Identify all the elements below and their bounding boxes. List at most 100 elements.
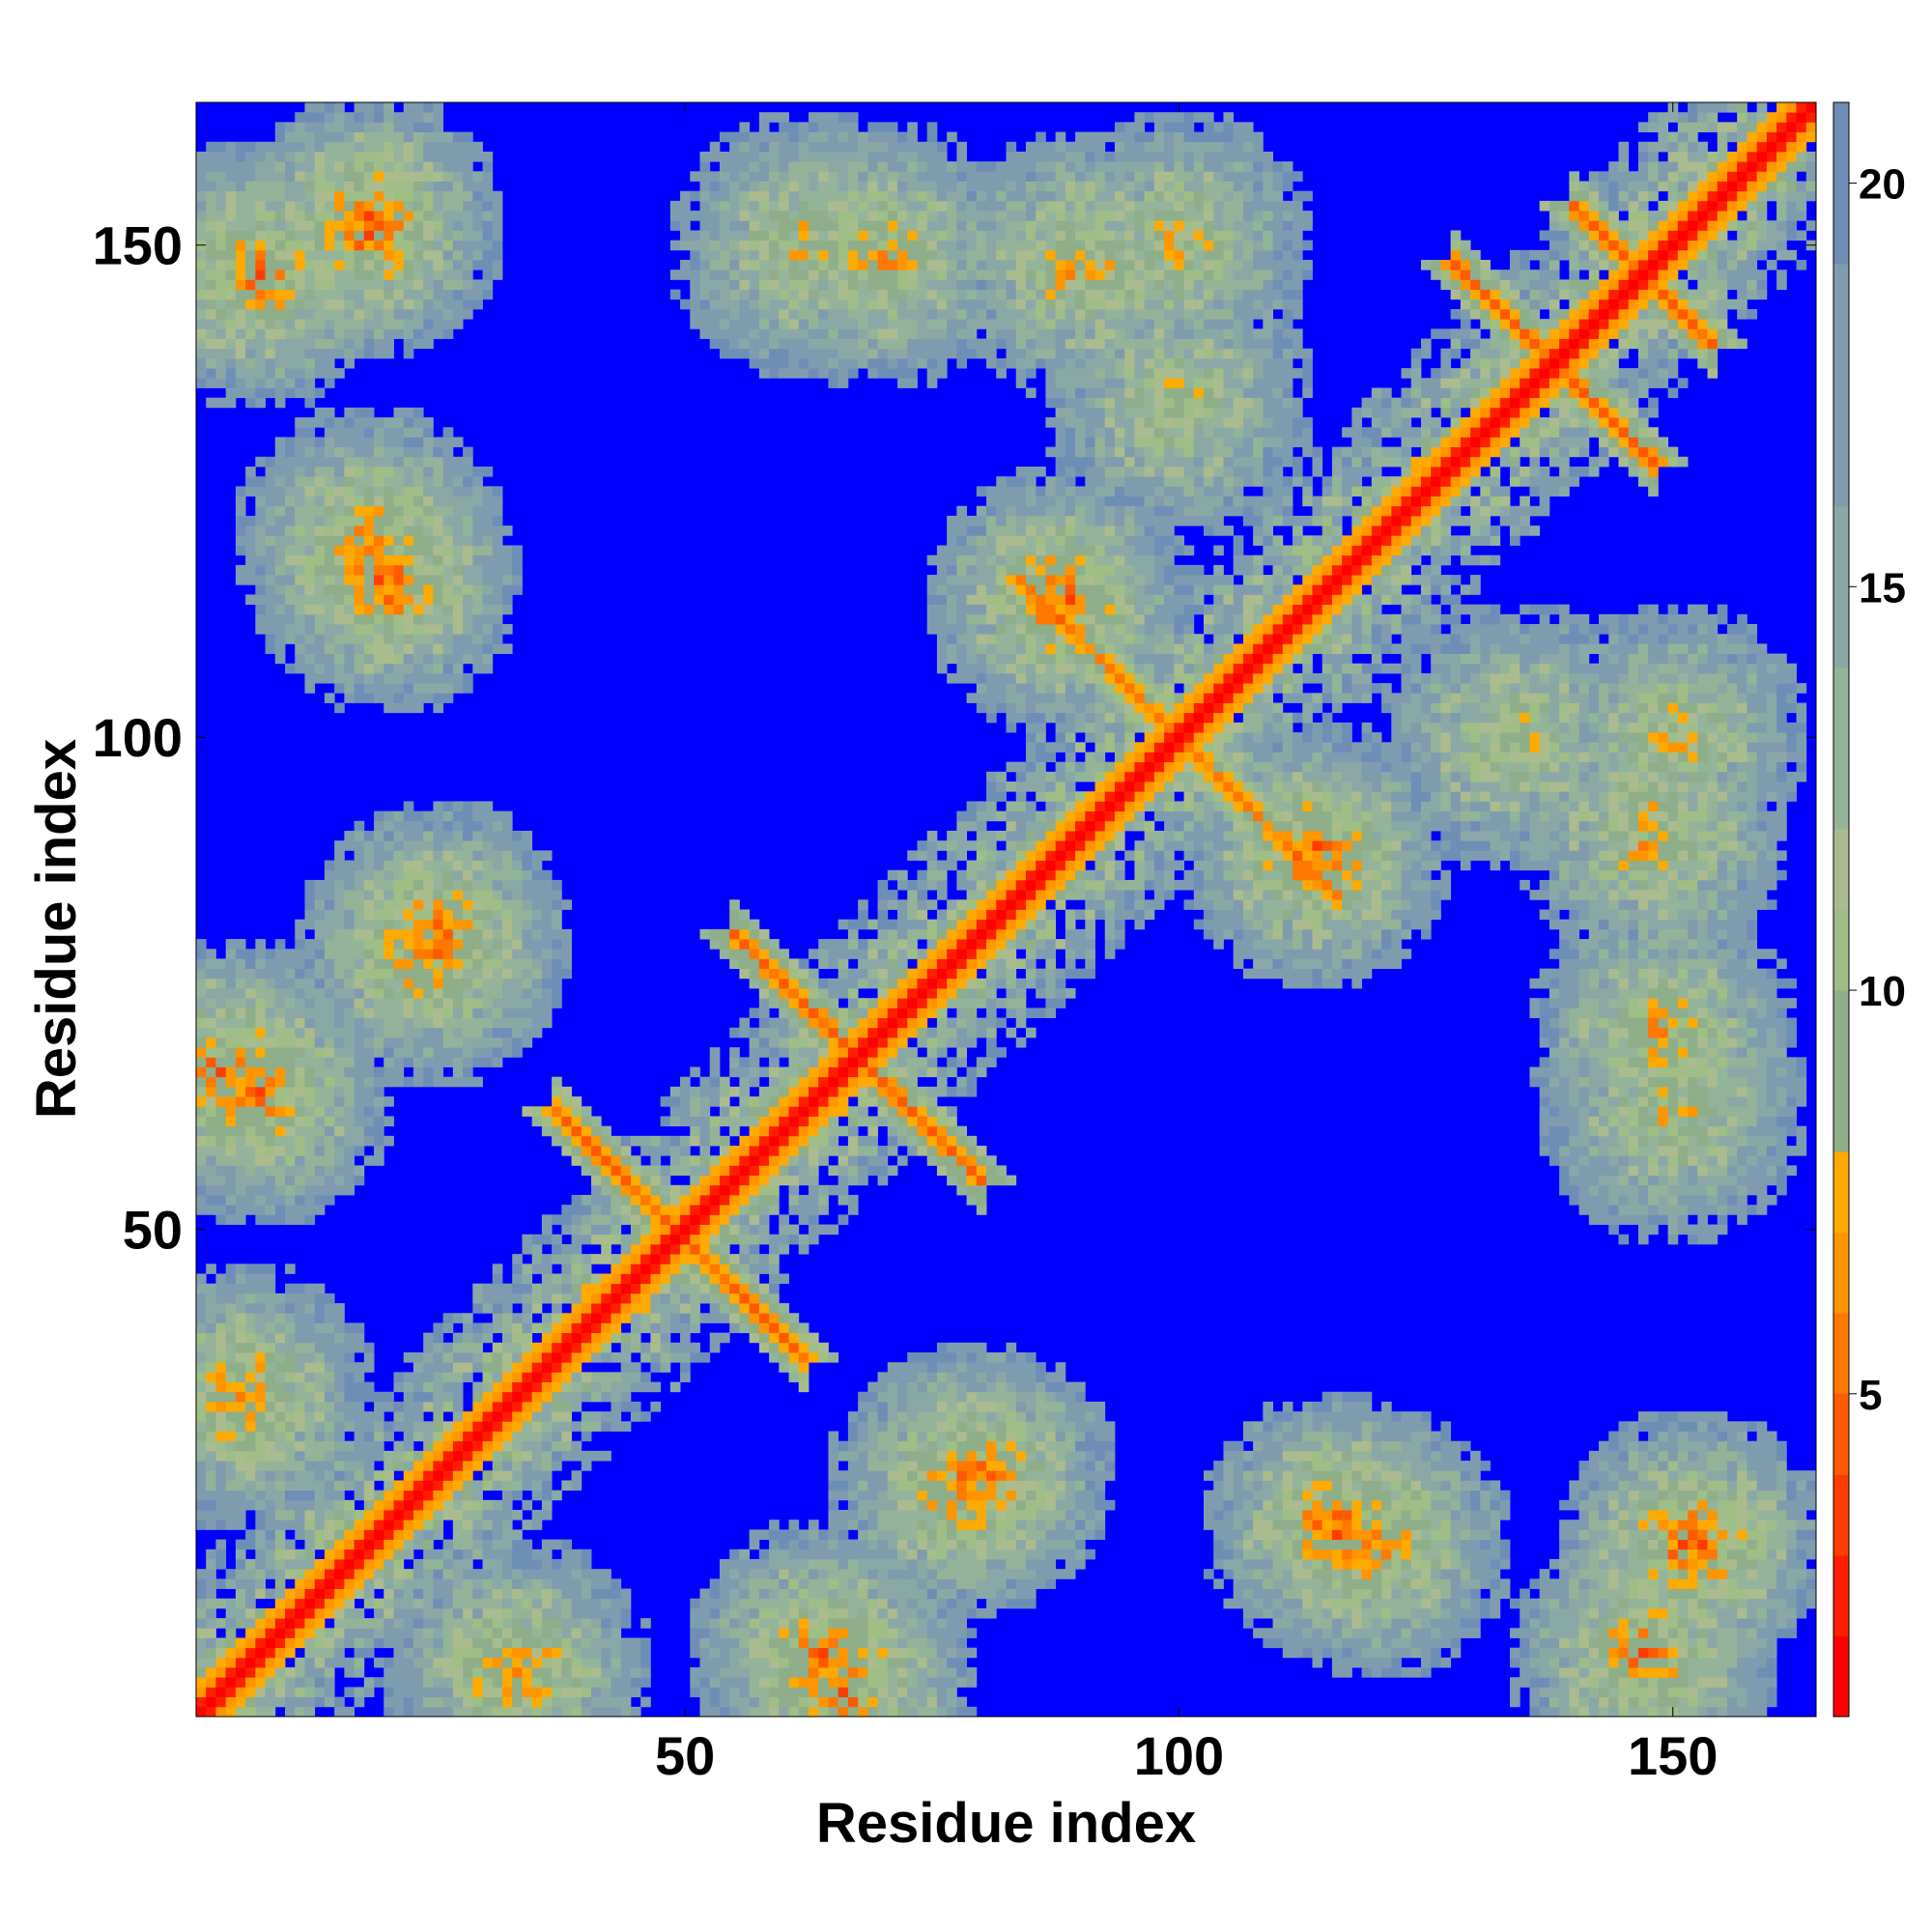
- heatmap-cell: [304, 663, 316, 674]
- heatmap-cell: [206, 200, 216, 212]
- heatmap-cell: [245, 190, 256, 202]
- heatmap-cell: [304, 1352, 316, 1363]
- heatmap-cell: [739, 1322, 751, 1334]
- heatmap-cell: [314, 1372, 326, 1382]
- heatmap-cell: [344, 1362, 355, 1373]
- heatmap-cell: [403, 978, 414, 989]
- heatmap-cell: [295, 968, 305, 980]
- heatmap-cell: [374, 958, 384, 970]
- heatmap-cell: [472, 1421, 483, 1432]
- heatmap-cell: [384, 575, 394, 585]
- heatmap-cell: [255, 1155, 266, 1166]
- heatmap-cell: [324, 1076, 335, 1088]
- heatmap-cell: [690, 1303, 700, 1314]
- heatmap-cell: [552, 1618, 562, 1629]
- heatmap-cell: [699, 1214, 711, 1225]
- heatmap-cell: [374, 1539, 384, 1550]
- heatmap-cell: [354, 564, 365, 576]
- heatmap-cell: [363, 594, 375, 606]
- heatmap-cell: [363, 456, 375, 468]
- heatmap-cell: [442, 879, 454, 891]
- heatmap-cell: [482, 1696, 494, 1708]
- heatmap-cell: [758, 1332, 770, 1344]
- heatmap-cell: [719, 1155, 730, 1166]
- heatmap-cell: [512, 1539, 523, 1550]
- heatmap-cell: [265, 1057, 276, 1067]
- heatmap-cell: [581, 1461, 592, 1471]
- heatmap-cell: [463, 1490, 473, 1501]
- heatmap-cell: [374, 466, 384, 477]
- heatmap-cell: [255, 486, 266, 497]
- heatmap-cell: [215, 1303, 227, 1314]
- heatmap-cell: [433, 1322, 444, 1334]
- heatmap-cell: [680, 1135, 691, 1147]
- heatmap-cell: [423, 1076, 434, 1088]
- heatmap-cell: [295, 387, 305, 399]
- heatmap-cell: [442, 328, 454, 339]
- heatmap-cell: [344, 328, 355, 339]
- heatmap-cell: [344, 840, 355, 851]
- heatmap-cell: [561, 1224, 572, 1236]
- heatmap-cell: [225, 1322, 237, 1334]
- heatmap-cell: [324, 1687, 335, 1698]
- heatmap-cell: [749, 1096, 760, 1107]
- heatmap-cell: [274, 978, 286, 989]
- heatmap-cell: [255, 319, 266, 329]
- heatmap-cell: [344, 496, 355, 507]
- heatmap-cell: [531, 1687, 543, 1698]
- heatmap-cell: [235, 1116, 246, 1127]
- heatmap-cell: [384, 968, 394, 980]
- heatmap-cell: [729, 1706, 740, 1718]
- heatmap-cell: [522, 1440, 533, 1452]
- heatmap-cell: [482, 988, 494, 999]
- heatmap-cell: [463, 200, 473, 212]
- heatmap-cell: [758, 1607, 770, 1619]
- heatmap-cell: [285, 122, 296, 132]
- heatmap-cell: [403, 1450, 414, 1462]
- heatmap-cell: [215, 1165, 227, 1176]
- heatmap-cell: [196, 270, 207, 280]
- heatmap-cell: [314, 486, 326, 497]
- heatmap-cell: [334, 634, 345, 644]
- heatmap-cell: [324, 1352, 335, 1363]
- heatmap-cell: [215, 181, 227, 192]
- heatmap-cell: [541, 890, 553, 900]
- heatmap-cell: [739, 1224, 751, 1236]
- heatmap-cell: [314, 909, 326, 921]
- heatmap-cell: [719, 1588, 730, 1600]
- heatmap-cell: [285, 151, 296, 162]
- heatmap-cell: [709, 230, 721, 242]
- heatmap-cell: [541, 1607, 553, 1619]
- heatmap-cell: [719, 1146, 730, 1156]
- heatmap-cell: [452, 643, 464, 654]
- heatmap-cell: [669, 1116, 681, 1127]
- heatmap-cell: [442, 613, 454, 625]
- heatmap-cell: [344, 1096, 355, 1107]
- heatmap-cell: [482, 1303, 494, 1314]
- heatmap-cell: [324, 624, 335, 635]
- heatmap-cell: [314, 417, 326, 428]
- heatmap-cell: [522, 869, 533, 881]
- heatmap-cell: [235, 958, 246, 970]
- heatmap-cell: [482, 860, 494, 871]
- heatmap-cell: [463, 476, 473, 487]
- heatmap-cell: [334, 260, 345, 270]
- heatmap-cell: [729, 1184, 740, 1196]
- heatmap-cell: [620, 1165, 632, 1176]
- heatmap-cell: [552, 1490, 562, 1501]
- heatmap-cell: [433, 298, 444, 310]
- heatmap-cell: [699, 1283, 711, 1294]
- heatmap-cell: [699, 1194, 711, 1206]
- heatmap-cell: [452, 1342, 464, 1353]
- heatmap-cell: [423, 879, 434, 891]
- heatmap-cell: [265, 958, 276, 970]
- heatmap-cell: [423, 466, 434, 477]
- heatmap-cell: [265, 1510, 276, 1520]
- heatmap-cell: [334, 850, 345, 861]
- heatmap-cell: [314, 368, 326, 379]
- heatmap-cell: [552, 1076, 562, 1088]
- heatmap-cell: [561, 1254, 572, 1264]
- heatmap-cell: [274, 1381, 286, 1393]
- heatmap-cell: [393, 643, 405, 654]
